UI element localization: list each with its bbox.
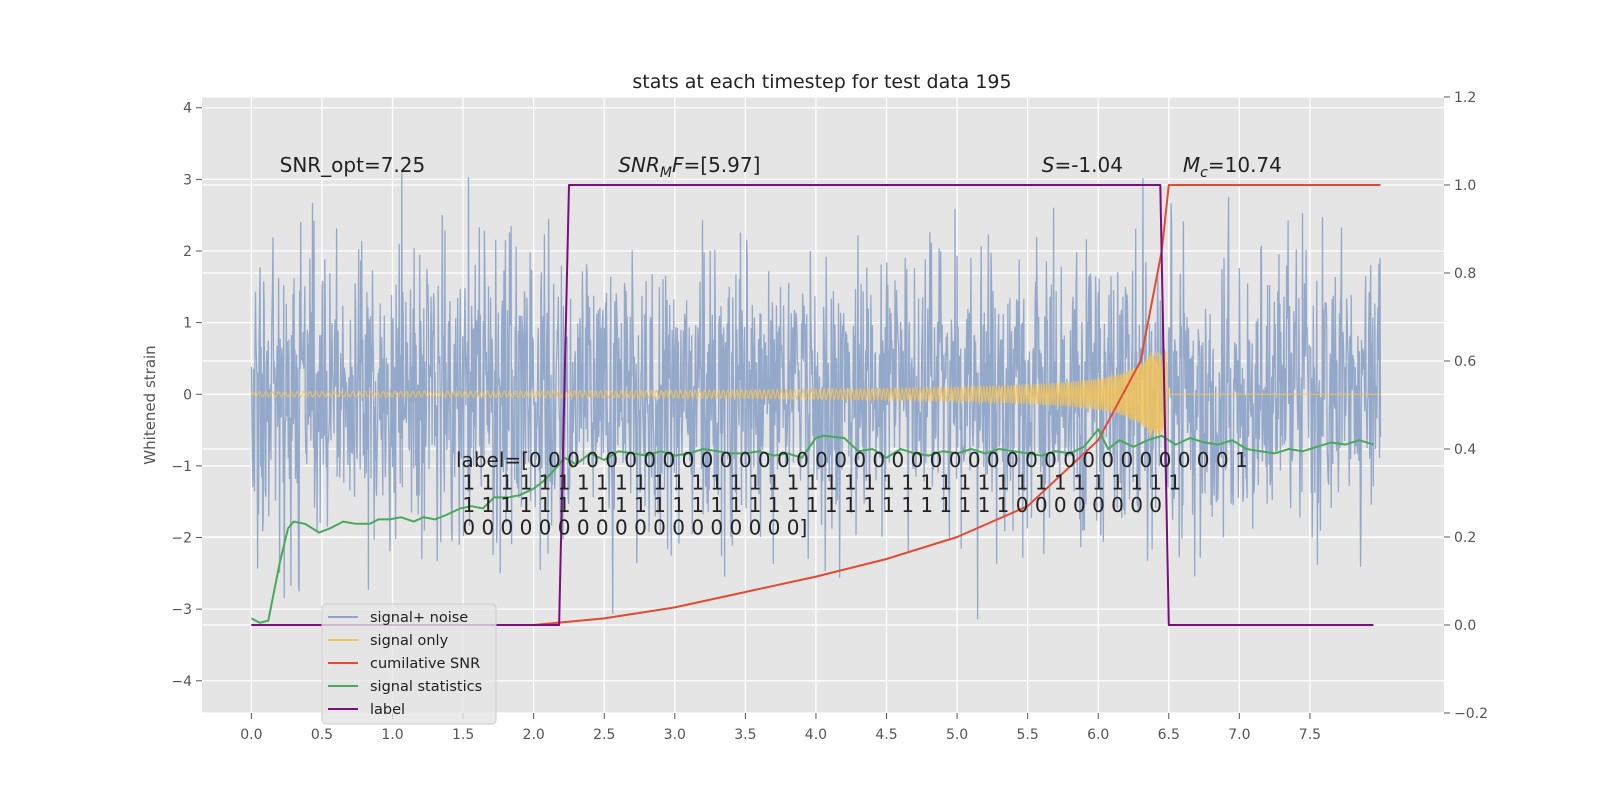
legend-label: signal+ noise	[370, 610, 468, 626]
right-tick-label: 0.8	[1454, 266, 1476, 282]
annotation-s: S=-1.04	[1042, 153, 1123, 177]
x-tick-label: 7.5	[1299, 727, 1321, 743]
right-tick-label: −0.2	[1454, 706, 1488, 722]
legend: signal+ noise signal only cumilative SNR si…	[321, 603, 497, 725]
series-signal-only	[250, 351, 1381, 438]
legend-label: cumilative SNR	[370, 656, 480, 672]
annotation-mc: Mc=10.74	[1183, 153, 1282, 181]
annotation-snr-mf: SNRMF=[5.97]	[618, 153, 760, 181]
label-text-line: label=[0 0 0 0 0 0 0 0 0 0 0 0 0 0 0 0 0…	[456, 448, 1248, 472]
axes: 0.0 0.5 1.0 1.5 2.0 2.5 3.0 3.5 4.0 4.5 5.0 5.5 6.0 6…	[171, 90, 1488, 743]
right-tick-label: 0.2	[1454, 530, 1476, 546]
label-text-line: 1 1 1 1 1 1 1 1 1 1 1 1 1 1 1 1 1 1 1 1 …	[456, 471, 1181, 495]
x-tick-label: 4.0	[805, 727, 827, 743]
legend-label: signal statistics	[370, 679, 482, 695]
annotations: SNR_opt=7.25 SNRMF=[5.97] S=-1.04 Mc=10.74	[280, 153, 1282, 181]
chart-title: stats at each timestep for test data 195	[632, 71, 1011, 93]
label-array-text: label=[0 0 0 0 0 0 0 0 0 0 0 0 0 0 0 0 0…	[456, 448, 1248, 540]
series-signal-noise	[250, 171, 1382, 620]
right-tick-label: 0.0	[1454, 618, 1476, 634]
y-tick-label: −4	[171, 674, 192, 690]
y-tick-label: 3	[183, 172, 192, 188]
right-tick-label: 0.4	[1454, 442, 1476, 458]
x-tick-label: 2.5	[593, 727, 615, 743]
x-tick-label: 0.5	[311, 727, 333, 743]
x-tick-label: 6.5	[1158, 727, 1180, 743]
legend-label: label	[370, 702, 405, 718]
x-tick-label: 4.5	[875, 727, 897, 743]
annotation-snr-opt: SNR_opt=7.25	[280, 153, 426, 177]
x-tick-label: 7.0	[1228, 727, 1250, 743]
y-axis-label: Whitened strain	[141, 345, 159, 464]
right-tick-label: 1.2	[1454, 90, 1476, 106]
x-tick-label: 1.0	[381, 727, 403, 743]
series-signal-statistics	[250, 428, 1374, 624]
x-tick-label: 3.5	[734, 727, 756, 743]
label-text-line: 0 0 0 0 0 0 0 0 0 0 0 0 0 0 0 0 0 0]	[456, 516, 807, 540]
y-tick-label: 4	[183, 101, 192, 117]
series-label	[251, 184, 1374, 626]
x-tick-label: 6.0	[1087, 727, 1109, 743]
y-tick-label: −1	[171, 459, 192, 475]
x-tick-label: 1.5	[452, 727, 474, 743]
legend-box	[321, 603, 497, 725]
legend-label: signal only	[370, 633, 449, 649]
y-tick-label: 1	[183, 316, 192, 332]
right-tick-label: 0.6	[1454, 354, 1476, 370]
x-tick-label: 5.0	[946, 727, 968, 743]
y-tick-label: −2	[171, 531, 192, 547]
right-tick-label: 1.0	[1454, 178, 1476, 194]
y-tick-label: −3	[171, 602, 192, 618]
x-tick-label: 0.0	[240, 727, 262, 743]
x-tick-label: 2.0	[523, 727, 545, 743]
y-tick-label: 0	[183, 387, 192, 403]
x-tick-label: 5.5	[1017, 727, 1039, 743]
x-tick-label: 3.0	[664, 727, 686, 743]
y-tick-label: 2	[183, 244, 192, 260]
label-text-line: 1 1 1 1 1 1 1 1 1 1 1 1 1 1 1 1 1 1 1 1 …	[456, 493, 1162, 517]
